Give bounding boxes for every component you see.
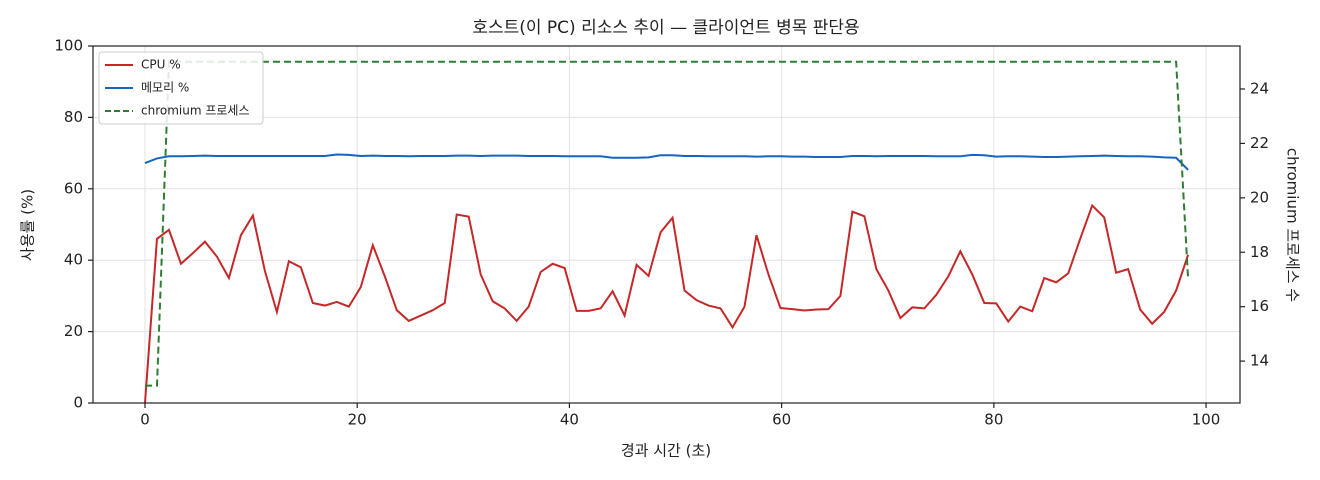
y2-axis-label: chromium 프로세스 수 <box>1284 148 1302 302</box>
legend-label: chromium 프로세스 <box>141 104 250 118</box>
x-tick-label: 0 <box>140 411 150 429</box>
y2-tick-label: 20 <box>1250 188 1269 206</box>
y2-tick-label: 18 <box>1250 243 1269 261</box>
x-tick-label: 40 <box>560 411 579 429</box>
x-tick-label: 60 <box>772 411 791 429</box>
x-axis-label: 경과 시간 (초) <box>621 442 711 460</box>
chart-title: 호스트(이 PC) 리소스 추이 — 클라이언트 병목 판단용 <box>472 18 859 38</box>
x-tick-label: 80 <box>984 411 1003 429</box>
series-line <box>143 203 1190 404</box>
y-tick-label: 80 <box>64 108 83 126</box>
series-line <box>144 153 1189 171</box>
plot-frame <box>92 45 1241 404</box>
x-tick-label: 20 <box>348 411 367 429</box>
y-tick-label: 40 <box>64 251 83 269</box>
legend-box <box>98 51 264 125</box>
x-tick-label: 100 <box>1192 411 1221 429</box>
y-tick-label: 60 <box>64 179 83 197</box>
y2-tick-label: 16 <box>1250 297 1269 315</box>
legend-label: 메모리 % <box>141 81 189 95</box>
y-axis-label: 사용률 (%) <box>19 189 37 261</box>
legend: CPU % 메모리 % chromium 프로세스 <box>98 51 264 125</box>
y2-tick-label: 24 <box>1250 79 1269 97</box>
y-tick-label: 20 <box>64 322 83 340</box>
y-tick-label: 100 <box>54 37 83 55</box>
y-tick-label: 0 <box>73 394 83 412</box>
series-line <box>144 60 1190 387</box>
y2-tick-label: 22 <box>1250 134 1269 152</box>
y2-tick-label: 14 <box>1250 352 1269 370</box>
legend-label: CPU % <box>141 58 181 72</box>
